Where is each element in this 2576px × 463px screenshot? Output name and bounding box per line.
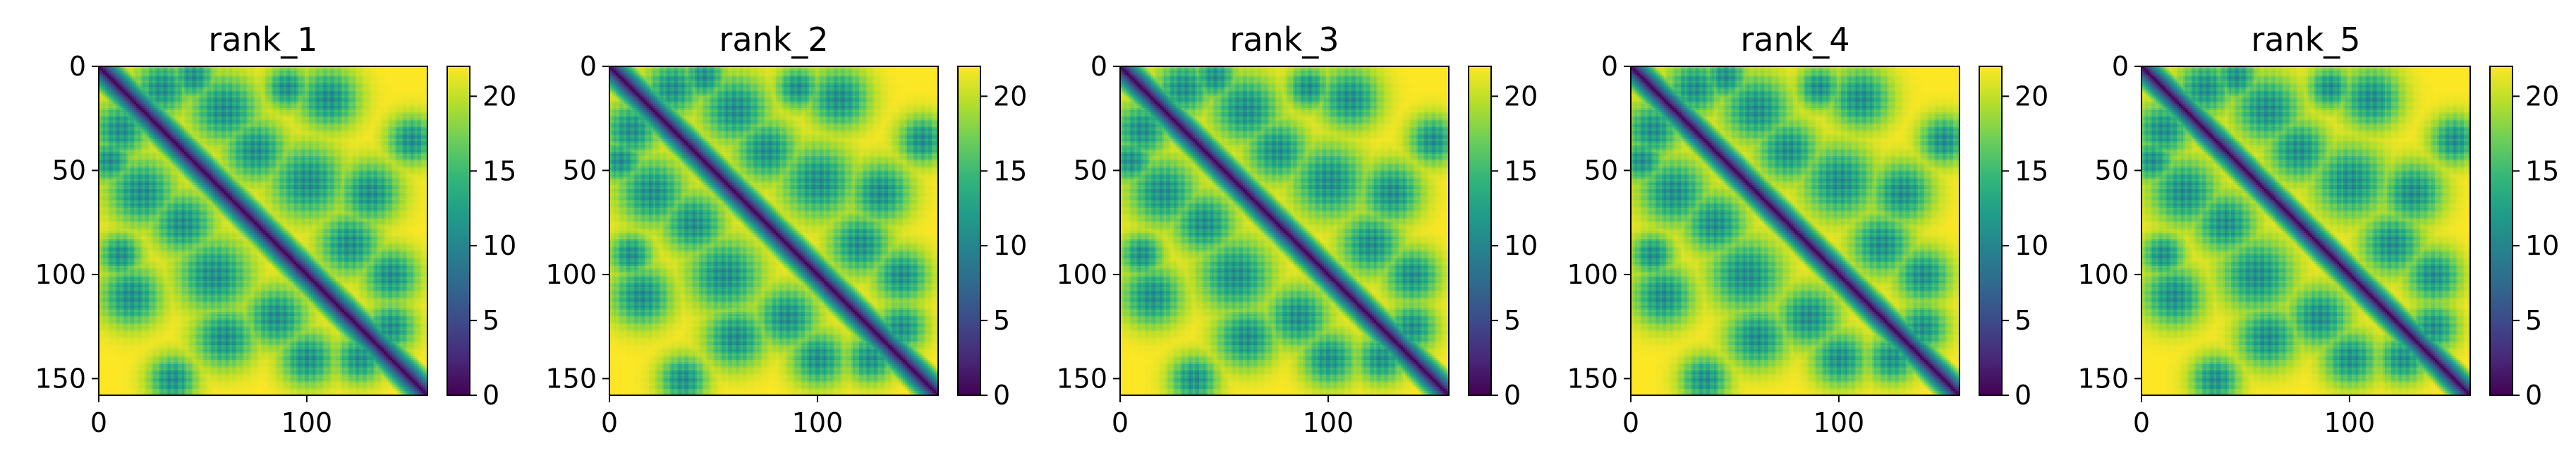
chart-title: rank_4	[1740, 20, 1849, 59]
y-tick-label: 150	[545, 363, 597, 394]
colorbar	[2489, 66, 2513, 396]
y-tick-label: 0	[2112, 51, 2129, 82]
chart-title: rank_1	[208, 20, 317, 59]
colorbar-tick-label: 5	[993, 305, 1010, 336]
x-tick-label: 0	[2133, 407, 2150, 438]
y-tick-label: 150	[35, 363, 86, 394]
colorbar-tick-label: 10	[1504, 230, 1538, 261]
y-tick-label: 50	[1584, 155, 1618, 186]
y-tick-label: 50	[1074, 155, 1107, 186]
plot-frame	[1119, 66, 1450, 396]
x-tick-label: 0	[1112, 407, 1129, 438]
colorbar-tick-label: 10	[2015, 230, 2048, 261]
colorbar-tick-label: 10	[2525, 230, 2559, 261]
colorbar	[957, 66, 981, 396]
y-tick-label: 100	[1056, 259, 1107, 290]
plot-frame	[609, 66, 939, 396]
y-tick-label: 150	[1056, 363, 1107, 394]
colorbar-tick-label: 0	[1504, 380, 1521, 411]
colorbar	[1979, 66, 2003, 396]
plot-frame	[2141, 66, 2471, 396]
colorbar-tick-label: 0	[2015, 380, 2031, 411]
colorbar-tick-label: 5	[482, 305, 499, 336]
chart-title: rank_3	[1229, 20, 1339, 59]
chart-title: rank_5	[2251, 20, 2360, 59]
y-tick-label: 100	[545, 259, 597, 290]
colorbar-tick-label: 5	[1504, 305, 1521, 336]
colorbar-tick-label: 10	[482, 230, 516, 261]
x-tick-label: 100	[792, 407, 844, 438]
colorbar-tick-label: 20	[2525, 80, 2559, 112]
colorbar-tick-label: 0	[993, 380, 1010, 411]
x-tick-label: 100	[2324, 407, 2376, 438]
colorbar-tick-label: 20	[993, 80, 1027, 112]
y-tick-label: 50	[2095, 155, 2129, 186]
y-tick-label: 50	[563, 155, 597, 186]
y-tick-label: 0	[580, 51, 597, 82]
colorbar	[446, 66, 470, 396]
colorbar-tick-label: 20	[2015, 80, 2048, 112]
y-tick-label: 100	[35, 259, 86, 290]
colorbar-tick-label: 20	[482, 80, 516, 112]
colorbar-tick-label: 0	[482, 380, 499, 411]
colorbar	[1468, 66, 1492, 396]
colorbar-tick-label: 20	[1504, 80, 1538, 112]
colorbar-tick-label: 15	[2015, 155, 2048, 186]
x-tick-label: 100	[1813, 407, 1865, 438]
colorbar-tick-label: 5	[2015, 305, 2031, 336]
heatmap-image	[609, 66, 938, 395]
y-tick-label: 150	[1567, 363, 1618, 394]
x-tick-label: 100	[1303, 407, 1354, 438]
colorbar-tick-label: 0	[2525, 380, 2542, 411]
x-tick-label: 0	[90, 407, 107, 438]
y-tick-label: 0	[1601, 51, 1618, 82]
y-tick-label: 150	[2077, 363, 2129, 394]
x-tick-label: 100	[281, 407, 333, 438]
y-tick-label: 50	[52, 155, 86, 186]
colorbar-tick-label: 5	[2525, 305, 2542, 336]
x-tick-label: 0	[1622, 407, 1639, 438]
x-tick-label: 0	[601, 407, 618, 438]
plot-frame	[1630, 66, 1960, 396]
heatmap-image	[2141, 66, 2470, 395]
plot-frame	[98, 66, 428, 396]
y-tick-label: 0	[69, 51, 86, 82]
heatmap-image	[1631, 66, 1960, 395]
chart-title: rank_2	[719, 20, 828, 59]
heatmap-image	[99, 66, 427, 395]
colorbar-tick-label: 15	[993, 155, 1027, 186]
y-tick-label: 100	[1567, 259, 1618, 290]
y-tick-label: 100	[2077, 259, 2129, 290]
heatmap-image	[1120, 66, 1449, 395]
colorbar-tick-label: 15	[482, 155, 516, 186]
colorbar-tick-label: 15	[2525, 155, 2559, 186]
colorbar-tick-label: 10	[993, 230, 1027, 261]
y-tick-label: 0	[1090, 51, 1107, 82]
colorbar-tick-label: 15	[1504, 155, 1538, 186]
